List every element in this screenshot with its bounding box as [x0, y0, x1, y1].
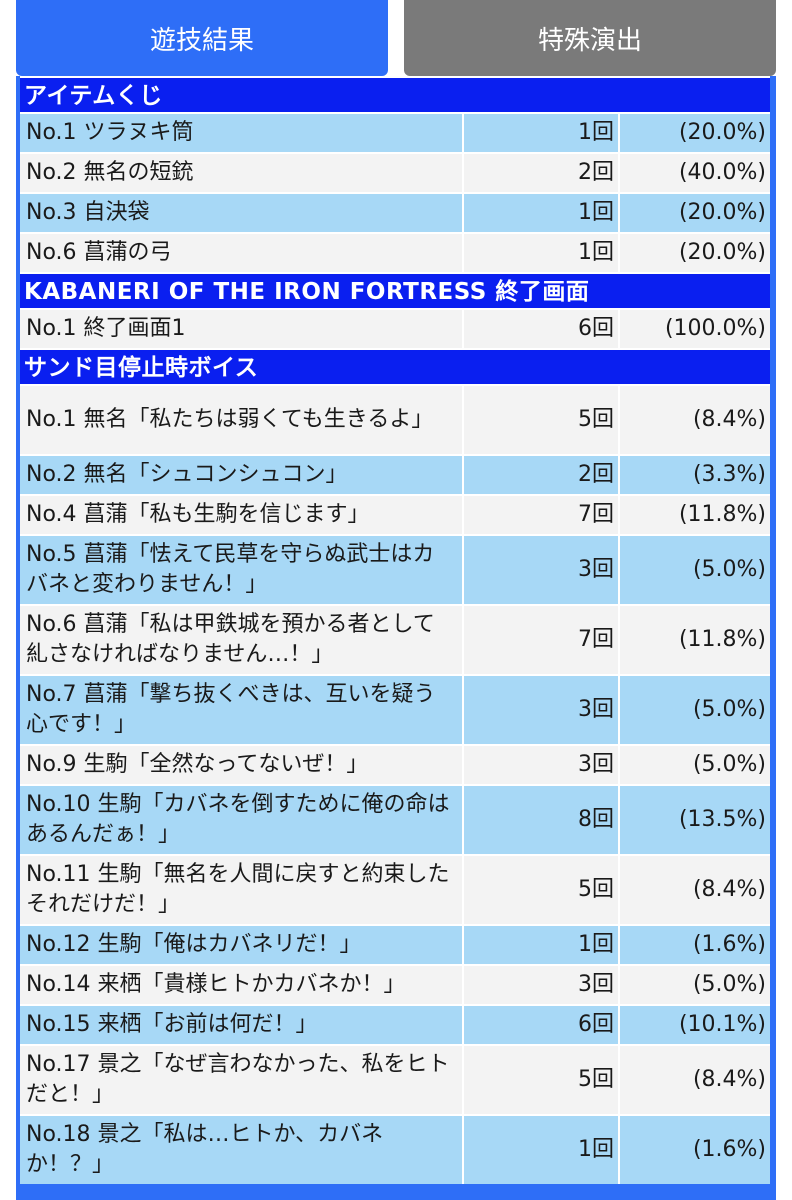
- table-row: No.5 菖蒲「怯えて民草を守らぬ武士はカバネと変わりません！」 3回 (5.0…: [20, 534, 770, 604]
- row-count: 2回: [464, 456, 620, 494]
- section-header-end-screen: KABANERI OF THE IRON FORTRESS 終了画面: [20, 272, 770, 308]
- row-count: 1回: [464, 234, 620, 272]
- row-count: 3回: [464, 676, 620, 744]
- row-name: No.11 生駒「無名を人間に戻すと約束した それだけだ！」: [20, 856, 472, 924]
- table-row: No.18 景之「私は…ヒトか、カバネか！？」 1回 (1.6%): [20, 1114, 770, 1184]
- table-row: No.2 無名「シュコンシュコン」 2回 (3.3%): [20, 454, 770, 494]
- row-name: No.7 菖蒲「撃ち抜くべきは、互いを疑う心です！」: [20, 676, 464, 744]
- row-percent: (5.0%): [620, 746, 770, 784]
- row-name: No.3 自決袋: [20, 194, 464, 232]
- table-row: No.1 終了画面1 6回 (100.0%): [20, 308, 770, 348]
- row-name: No.2 無名「シュコンシュコン」: [20, 456, 464, 494]
- row-count: 5回: [464, 856, 620, 924]
- table-row: No.12 生駒「俺はカバネリだ！」 1回 (1.6%): [20, 924, 770, 964]
- row-count: 3回: [464, 966, 620, 1004]
- row-count: 1回: [464, 926, 620, 964]
- row-count: 6回: [464, 1006, 620, 1044]
- table-row: No.1 無名「私たちは弱くても生きるよ」 5回 (8.4%): [20, 384, 770, 454]
- row-percent: (8.4%): [620, 386, 770, 454]
- row-name: No.1 無名「私たちは弱くても生きるよ」: [20, 386, 464, 454]
- table-row: No.3 自決袋 1回 (20.0%): [20, 192, 770, 232]
- row-count: 1回: [464, 114, 620, 152]
- row-name: No.15 来栖「お前は何だ！」: [20, 1006, 464, 1044]
- row-name: No.14 来栖「貴様ヒトかカバネか！」: [20, 966, 464, 1004]
- table-row: No.9 生駒「全然なってないぜ！」 3回 (5.0%): [20, 744, 770, 784]
- row-count: 3回: [464, 746, 620, 784]
- row-count: 1回: [464, 194, 620, 232]
- row-percent: (20.0%): [620, 234, 770, 272]
- tab-special-effects[interactable]: 特殊演出: [404, 0, 776, 76]
- row-name: No.1 終了画面1: [20, 310, 464, 348]
- row-count: 3回: [464, 536, 620, 604]
- row-percent: (5.0%): [620, 536, 770, 604]
- table-row: No.15 来栖「お前は何だ！」 6回 (10.1%): [20, 1004, 770, 1044]
- row-count: 7回: [464, 606, 620, 674]
- row-percent: (20.0%): [620, 194, 770, 232]
- table-row: No.17 景之「なぜ言わなかった、私をヒトだと！」 5回 (8.4%): [20, 1044, 770, 1114]
- row-percent: (100.0%): [620, 310, 770, 348]
- tab-play-results[interactable]: 遊技結果: [16, 0, 388, 76]
- section-header-item-lottery: アイテムくじ: [20, 76, 770, 112]
- table-row: No.10 生駒「カバネを倒すために俺の命はあるんだぁ！」 8回 (13.5%): [20, 784, 770, 854]
- row-percent: (1.6%): [620, 1116, 770, 1184]
- table-row: No.6 菖蒲「私は甲鉄城を預かる者として糺さなければなりません…！」 7回 (…: [20, 604, 770, 674]
- row-percent: (20.0%): [620, 114, 770, 152]
- row-count: 2回: [464, 154, 620, 192]
- table-row: No.4 菖蒲「私も生駒を信じます」 7回 (11.8%): [20, 494, 770, 534]
- row-percent: (5.0%): [620, 676, 770, 744]
- row-name: No.6 菖蒲「私は甲鉄城を預かる者として糺さなければなりません…！」: [20, 606, 464, 674]
- row-count: 6回: [464, 310, 620, 348]
- row-percent: (5.0%): [620, 966, 770, 1004]
- row-percent: (1.6%): [620, 926, 770, 964]
- table-row: No.7 菖蒲「撃ち抜くべきは、互いを疑う心です！」 3回 (5.0%): [20, 674, 770, 744]
- row-percent: (11.8%): [620, 606, 770, 674]
- row-percent: (8.4%): [620, 856, 770, 924]
- row-count: 1回: [464, 1116, 620, 1184]
- row-count: 8回: [464, 786, 620, 854]
- results-panel: アイテムくじ No.1 ツラヌキ筒 1回 (20.0%) No.2 無名の短銃 …: [16, 76, 776, 1200]
- table-row: No.6 菖蒲の弓 1回 (20.0%): [20, 232, 770, 272]
- table-row: No.14 来栖「貴様ヒトかカバネか！」 3回 (5.0%): [20, 964, 770, 1004]
- row-percent: (8.4%): [620, 1046, 770, 1114]
- row-percent: (13.5%): [620, 786, 770, 854]
- row-name: No.10 生駒「カバネを倒すために俺の命はあるんだぁ！」: [20, 786, 464, 854]
- tab-bar: 遊技結果 特殊演出: [0, 0, 792, 76]
- row-name: No.9 生駒「全然なってないぜ！」: [20, 746, 464, 784]
- results-table: アイテムくじ No.1 ツラヌキ筒 1回 (20.0%) No.2 無名の短銃 …: [20, 76, 770, 1200]
- row-name: No.17 景之「なぜ言わなかった、私をヒトだと！」: [20, 1046, 464, 1114]
- row-percent: (3.3%): [620, 456, 770, 494]
- row-percent: (11.8%): [620, 496, 770, 534]
- table-row: No.1 ツラヌキ筒 1回 (20.0%): [20, 112, 770, 152]
- row-count: 7回: [464, 496, 620, 534]
- row-count: 5回: [464, 386, 620, 454]
- row-name: No.4 菖蒲「私も生駒を信じます」: [20, 496, 464, 534]
- section-header-stop-voice: サンド目停止時ボイス: [20, 348, 770, 384]
- row-percent: (10.1%): [620, 1006, 770, 1044]
- row-name: No.12 生駒「俺はカバネリだ！」: [20, 926, 464, 964]
- row-count: 5回: [464, 1046, 620, 1114]
- row-percent: (40.0%): [620, 154, 770, 192]
- row-name: No.5 菖蒲「怯えて民草を守らぬ武士はカバネと変わりません！」: [20, 536, 464, 604]
- row-name: No.6 菖蒲の弓: [20, 234, 464, 272]
- row-name: No.18 景之「私は…ヒトか、カバネか！？」: [20, 1116, 464, 1184]
- row-name: No.1 ツラヌキ筒: [20, 114, 464, 152]
- row-name: No.2 無名の短銃: [20, 154, 464, 192]
- table-row: No.11 生駒「無名を人間に戻すと約束した それだけだ！」 5回 (8.4%): [20, 854, 770, 924]
- table-row: No.2 無名の短銃 2回 (40.0%): [20, 152, 770, 192]
